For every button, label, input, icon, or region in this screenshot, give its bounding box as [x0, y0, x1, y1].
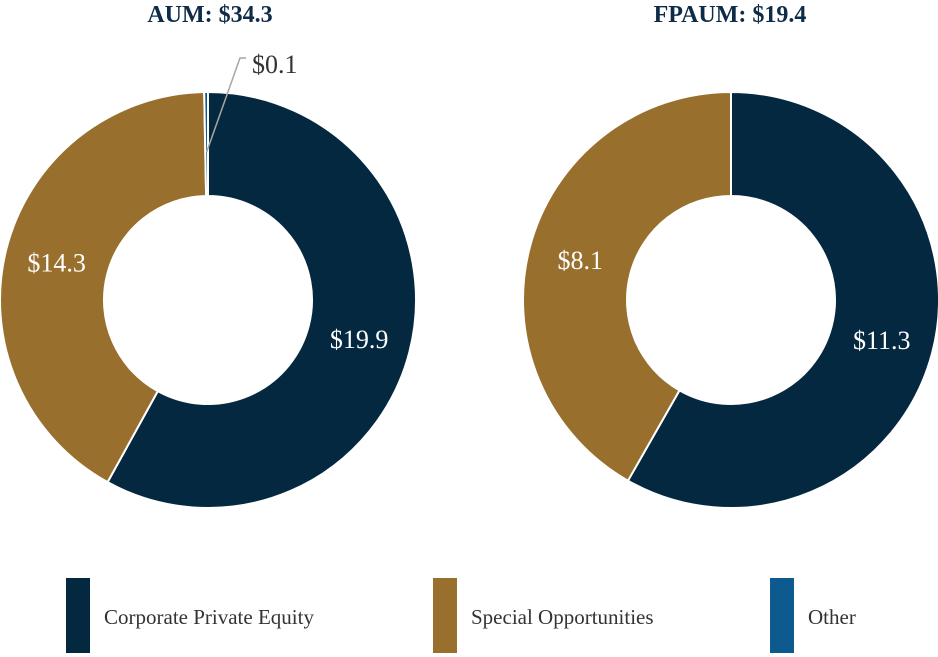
- legend-swatch-other: [770, 578, 794, 653]
- leader-line-other: [205, 57, 246, 153]
- legend-item-special-opportunities: Special Opportunities: [433, 578, 654, 653]
- donut-slice-special-opportunities: [0, 91, 208, 484]
- legend-label: Other: [808, 605, 856, 629]
- donut-slice-corporate-private-equity: [626, 90, 938, 509]
- aum-chart-title: AUM: $34.3: [147, 2, 273, 28]
- legend-swatch-corporate-private-equity: [66, 578, 90, 653]
- fpaum-donut-chart: $11.3 $8.1: [522, 90, 938, 509]
- donut-slice-other: [203, 90, 209, 198]
- legend-label: Corporate Private Equity: [104, 605, 314, 629]
- fpaum-chart-title: FPAUM: $19.4: [653, 2, 807, 28]
- donut-slice-special-opportunities: [522, 90, 732, 483]
- donut-data-label-corporate-private-equity: $11.3: [853, 326, 911, 355]
- donut-slice-corporate-private-equity: [106, 90, 417, 509]
- donut-data-label-corporate-private-equity: $19.9: [330, 325, 389, 354]
- donut-data-label-special-opportunities: $8.1: [557, 246, 603, 275]
- aum-donut-chart: $19.9 $14.3 $0.1: [0, 50, 417, 509]
- donut-data-label-special-opportunities: $14.3: [27, 249, 86, 278]
- legend-item-corporate-private-equity: Corporate Private Equity: [66, 578, 314, 653]
- legend-label: Special Opportunities: [471, 605, 654, 629]
- legend-swatch-special-opportunities: [433, 578, 457, 653]
- donut-charts: $19.9 $14.3 $0.1 $11.3 $8.1: [0, 50, 938, 509]
- legend-item-other: Other: [770, 578, 856, 653]
- donut-data-label-other: $0.1: [252, 50, 298, 79]
- legend: Corporate Private Equity Special Opportu…: [0, 578, 938, 653]
